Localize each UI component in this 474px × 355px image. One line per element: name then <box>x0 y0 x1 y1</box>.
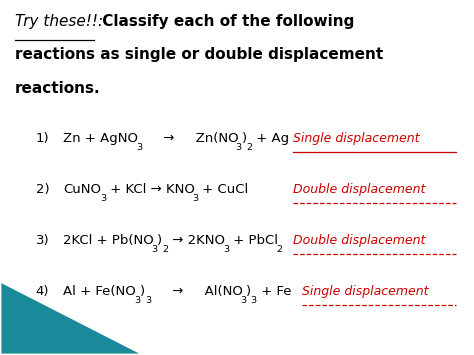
Text: 2: 2 <box>246 143 253 152</box>
Text: ): ) <box>246 285 251 299</box>
Text: Zn + AgNO: Zn + AgNO <box>64 132 138 145</box>
Text: + CuCl: + CuCl <box>198 183 248 196</box>
Text: Double displacement: Double displacement <box>293 234 426 247</box>
Text: + Ag: + Ag <box>252 132 290 145</box>
Text: Classify each of the following: Classify each of the following <box>97 14 354 29</box>
Text: →     Al(NO: → Al(NO <box>151 285 243 299</box>
Text: 1): 1) <box>36 132 49 145</box>
Text: CuNO: CuNO <box>64 183 101 196</box>
Text: 3: 3 <box>251 296 257 305</box>
Text: 3): 3) <box>36 234 49 247</box>
Text: 3: 3 <box>145 296 151 305</box>
Text: + KCl → KNO: + KCl → KNO <box>106 183 195 196</box>
Text: 2: 2 <box>162 245 168 254</box>
Text: reactions as single or double displacement: reactions as single or double displaceme… <box>15 47 383 62</box>
Text: Single displacement: Single displacement <box>302 285 428 299</box>
Text: Al + Fe(NO: Al + Fe(NO <box>64 285 136 299</box>
Text: ): ) <box>140 285 145 299</box>
Text: 2: 2 <box>277 245 283 254</box>
Text: Double displacement: Double displacement <box>293 183 426 196</box>
Text: reactions.: reactions. <box>15 81 101 95</box>
Text: ): ) <box>242 132 246 145</box>
Text: 3: 3 <box>100 194 106 203</box>
Text: 3: 3 <box>151 245 157 254</box>
Text: 3: 3 <box>236 143 242 152</box>
Text: 3: 3 <box>192 194 199 203</box>
Text: Try these!!:: Try these!!: <box>15 14 103 29</box>
Text: →     Zn(NO: → Zn(NO <box>142 132 238 145</box>
Polygon shape <box>1 283 139 354</box>
Text: → 2KNO: → 2KNO <box>168 234 225 247</box>
Text: 4): 4) <box>36 285 49 299</box>
Text: + Fe: + Fe <box>256 285 291 299</box>
Text: Single displacement: Single displacement <box>293 132 419 145</box>
Text: ): ) <box>157 234 163 247</box>
Text: 3: 3 <box>223 245 229 254</box>
Text: 3: 3 <box>136 143 142 152</box>
Text: 2): 2) <box>36 183 49 196</box>
Text: 2KCl + Pb(NO: 2KCl + Pb(NO <box>64 234 154 247</box>
Text: 3: 3 <box>134 296 140 305</box>
Text: 3: 3 <box>240 296 246 305</box>
Text: + PbCl: + PbCl <box>229 234 278 247</box>
